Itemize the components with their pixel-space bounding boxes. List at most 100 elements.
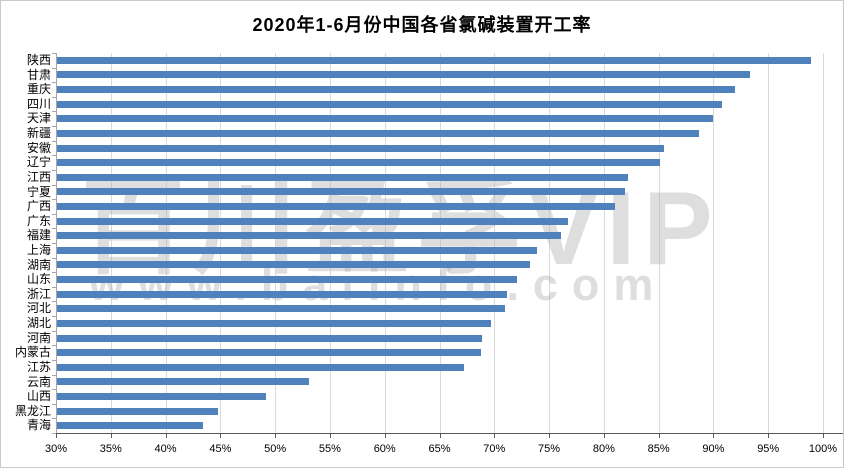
y-axis-label: 宁夏 bbox=[26, 184, 51, 199]
gridline bbox=[549, 53, 551, 433]
bar bbox=[56, 232, 562, 240]
x-axis-label: 80% bbox=[592, 443, 615, 455]
y-axis-tick bbox=[52, 389, 56, 391]
y-axis-label: 湖北 bbox=[26, 316, 51, 331]
bar bbox=[56, 86, 736, 94]
y-axis-label: 青海 bbox=[26, 418, 51, 433]
gridline bbox=[603, 53, 605, 433]
y-axis-tick bbox=[52, 140, 56, 142]
y-axis-tick bbox=[52, 96, 56, 98]
y-axis-label: 四川 bbox=[26, 96, 51, 111]
x-axis-label: 95% bbox=[757, 443, 780, 455]
y-axis-tick bbox=[52, 433, 56, 434]
gridline bbox=[275, 53, 277, 433]
x-axis-label: 90% bbox=[702, 443, 725, 455]
y-axis-label: 江苏 bbox=[26, 359, 51, 374]
y-axis-tick bbox=[52, 67, 56, 69]
y-axis-tick bbox=[52, 155, 56, 157]
y-axis-tick bbox=[52, 169, 56, 171]
y-axis-tick bbox=[52, 126, 56, 128]
x-axis-tick bbox=[329, 434, 331, 438]
y-axis-label: 黑龙江 bbox=[14, 403, 51, 418]
y-axis-label: 江西 bbox=[26, 169, 51, 184]
y-axis-label: 上海 bbox=[26, 243, 51, 257]
x-axis-tick bbox=[384, 434, 386, 438]
y-axis-label: 浙江 bbox=[26, 286, 51, 301]
y-axis-label: 河北 bbox=[26, 301, 51, 316]
x-axis-tick bbox=[549, 434, 551, 438]
gridline bbox=[658, 53, 660, 433]
x-axis-tick bbox=[658, 434, 660, 438]
x-axis-label: 75% bbox=[538, 443, 561, 455]
gridline bbox=[165, 53, 167, 433]
y-axis-tick bbox=[52, 330, 56, 332]
y-axis-label: 天津 bbox=[26, 111, 51, 126]
y-axis-tick bbox=[52, 243, 56, 244]
y-axis-label: 广西 bbox=[26, 199, 51, 214]
y-axis-label: 湖南 bbox=[26, 257, 51, 272]
bar bbox=[56, 71, 750, 79]
bar bbox=[56, 392, 267, 400]
y-axis-label: 陕西 bbox=[26, 53, 51, 67]
x-axis-tick bbox=[220, 434, 222, 438]
x-axis-tick bbox=[275, 434, 277, 438]
x-axis-line bbox=[56, 433, 843, 434]
bar bbox=[56, 276, 518, 284]
bar bbox=[56, 334, 483, 342]
y-axis-tick bbox=[52, 199, 56, 201]
y-axis-tick bbox=[52, 272, 56, 274]
x-axis-tick bbox=[603, 434, 605, 438]
bar bbox=[56, 56, 811, 64]
gridline bbox=[329, 53, 331, 433]
bar bbox=[56, 407, 219, 415]
x-axis-tick bbox=[768, 434, 770, 438]
y-axis-label: 内蒙古 bbox=[14, 345, 51, 360]
y-axis-tick bbox=[52, 286, 56, 288]
bar bbox=[56, 173, 628, 181]
y-axis-label: 山东 bbox=[26, 272, 51, 287]
y-axis-line bbox=[56, 53, 57, 433]
bar bbox=[56, 217, 568, 225]
gridline bbox=[768, 53, 770, 433]
y-axis-tick bbox=[52, 53, 56, 54]
x-axis-tick bbox=[165, 434, 167, 438]
y-axis-tick bbox=[52, 359, 56, 361]
y-axis-tick bbox=[52, 345, 56, 347]
gridline bbox=[823, 53, 824, 433]
bar bbox=[56, 261, 531, 269]
y-axis-label: 安徽 bbox=[26, 140, 51, 155]
y-axis-label: 新疆 bbox=[26, 126, 51, 141]
x-axis-tick bbox=[713, 434, 715, 438]
y-axis-tick bbox=[52, 228, 56, 230]
gridline bbox=[384, 53, 386, 433]
y-axis-label: 福建 bbox=[26, 228, 51, 243]
x-axis-label: 100% bbox=[808, 443, 838, 455]
x-axis-label: 50% bbox=[264, 443, 287, 455]
y-axis-label: 甘肃 bbox=[26, 67, 51, 82]
bar bbox=[56, 129, 700, 137]
y-axis-tick bbox=[52, 111, 56, 113]
x-axis-label: 45% bbox=[209, 443, 232, 455]
bar bbox=[56, 378, 310, 386]
x-axis-label: 60% bbox=[373, 443, 396, 455]
bar bbox=[56, 202, 615, 210]
plot-area bbox=[56, 53, 824, 433]
x-axis-tick bbox=[494, 434, 496, 438]
gridline bbox=[110, 53, 112, 433]
bar bbox=[56, 246, 538, 254]
gridline bbox=[713, 53, 715, 433]
x-axis-tick bbox=[439, 434, 441, 438]
y-axis-tick bbox=[52, 374, 56, 376]
gridline bbox=[439, 53, 441, 433]
bar bbox=[56, 363, 464, 371]
x-axis-label: 65% bbox=[428, 443, 451, 455]
y-axis-tick bbox=[52, 184, 56, 186]
x-axis-label: 85% bbox=[647, 443, 670, 455]
bar bbox=[56, 159, 660, 167]
y-axis-label: 重庆 bbox=[26, 82, 51, 97]
y-axis-tick bbox=[52, 257, 56, 259]
y-axis-label: 辽宁 bbox=[26, 155, 51, 170]
x-axis-label: 40% bbox=[154, 443, 177, 455]
y-axis-tick bbox=[52, 213, 56, 215]
